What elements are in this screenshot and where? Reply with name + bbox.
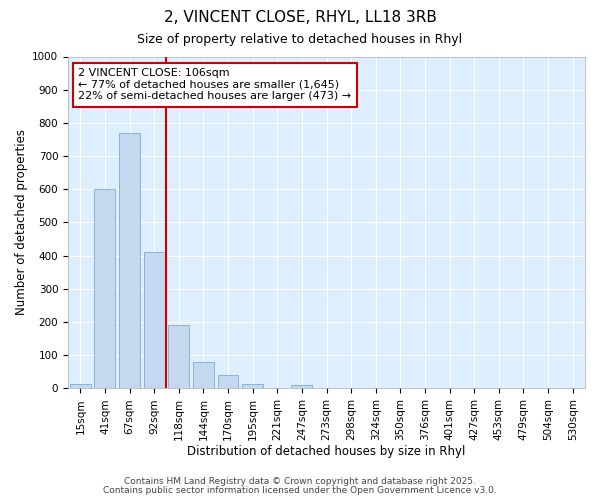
Bar	[70, 384, 91, 388]
Text: Size of property relative to detached houses in Rhyl: Size of property relative to detached ho…	[137, 32, 463, 46]
Bar	[218, 375, 238, 388]
Bar	[169, 326, 189, 388]
Bar	[94, 190, 115, 388]
Bar	[193, 362, 214, 388]
Text: Contains public sector information licensed under the Open Government Licence v3: Contains public sector information licen…	[103, 486, 497, 495]
Y-axis label: Number of detached properties: Number of detached properties	[15, 130, 28, 316]
Bar	[292, 384, 313, 388]
Text: 2, VINCENT CLOSE, RHYL, LL18 3RB: 2, VINCENT CLOSE, RHYL, LL18 3RB	[164, 10, 436, 25]
Bar	[144, 252, 164, 388]
X-axis label: Distribution of detached houses by size in Rhyl: Distribution of detached houses by size …	[187, 444, 466, 458]
Text: 2 VINCENT CLOSE: 106sqm
← 77% of detached houses are smaller (1,645)
22% of semi: 2 VINCENT CLOSE: 106sqm ← 77% of detache…	[79, 68, 352, 102]
Bar	[242, 384, 263, 388]
Text: Contains HM Land Registry data © Crown copyright and database right 2025.: Contains HM Land Registry data © Crown c…	[124, 477, 476, 486]
Bar	[119, 133, 140, 388]
